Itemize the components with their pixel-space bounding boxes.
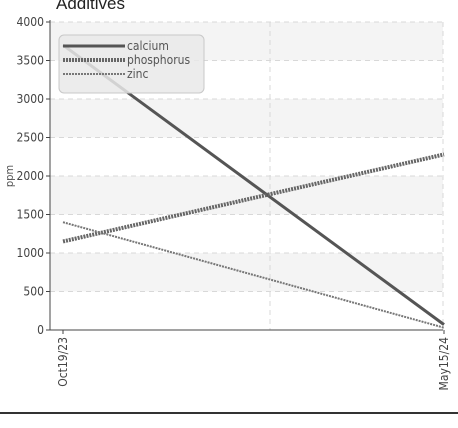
legend-box [58, 34, 205, 94]
x-tick-label: May15/24 [437, 337, 451, 391]
y-tick-label: 0 [37, 323, 44, 337]
bottom-divider [0, 412, 458, 414]
y-tick-label: 3000 [17, 92, 45, 106]
series-line-phosphorus [62, 152, 445, 244]
y-tick-label: 1500 [17, 208, 45, 222]
x-tick-label: Oct19/23 [56, 337, 70, 387]
legend-label-calcium: calcium [127, 39, 169, 53]
y-tick-label: 2000 [17, 169, 45, 183]
y-tick-label: 3500 [17, 54, 45, 68]
legend-label-zinc: zinc [127, 67, 149, 81]
grid-band [50, 176, 443, 215]
y-tick-label: 2500 [17, 131, 45, 145]
y-tick-label: 4000 [17, 15, 45, 29]
grid-band [50, 99, 443, 138]
legend-label-phosphorus: phosphorus [127, 53, 191, 67]
y-axis-label: ppm [3, 165, 16, 187]
y-tick-label: 500 [23, 285, 44, 299]
y-tick-label: 1000 [17, 246, 45, 260]
chart-title: Additives [56, 0, 125, 13]
